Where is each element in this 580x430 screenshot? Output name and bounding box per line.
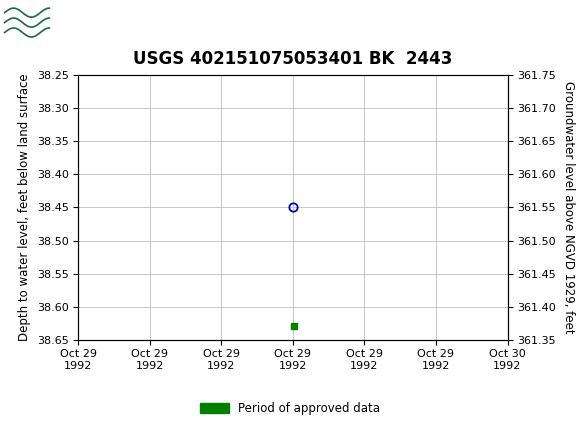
Bar	[3, 3, 52, 42]
Y-axis label: Depth to water level, feet below land surface: Depth to water level, feet below land su…	[18, 74, 31, 341]
Text: USGS: USGS	[58, 13, 118, 32]
Y-axis label: Groundwater level above NGVD 1929, feet: Groundwater level above NGVD 1929, feet	[561, 81, 575, 334]
Title: USGS 402151075053401 BK  2443: USGS 402151075053401 BK 2443	[133, 50, 452, 68]
Legend: Period of approved data: Period of approved data	[195, 397, 385, 420]
